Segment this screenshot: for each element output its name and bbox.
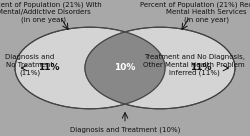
Text: 10%: 10%	[114, 64, 136, 72]
Text: Percent of Population (21%) Receiving
Mental Health Services
(in one year): Percent of Population (21%) Receiving Me…	[140, 1, 250, 23]
Text: Treatment and No Diagnosis,
Other Mental Health Problem
Inferred (11%): Treatment and No Diagnosis, Other Mental…	[144, 54, 245, 76]
Text: Diagnosis and
No Treatment
(11%): Diagnosis and No Treatment (11%)	[5, 54, 54, 76]
Text: Diagnosis and Treatment (10%): Diagnosis and Treatment (10%)	[70, 126, 180, 133]
Circle shape	[15, 27, 165, 109]
Polygon shape	[85, 32, 165, 104]
Circle shape	[85, 27, 235, 109]
Text: 11%: 11%	[38, 64, 60, 72]
Text: Percent of Population (21%) With
Mental/Addictive Disorders
(in one year): Percent of Population (21%) With Mental/…	[0, 1, 102, 23]
Text: 11%: 11%	[190, 64, 212, 72]
